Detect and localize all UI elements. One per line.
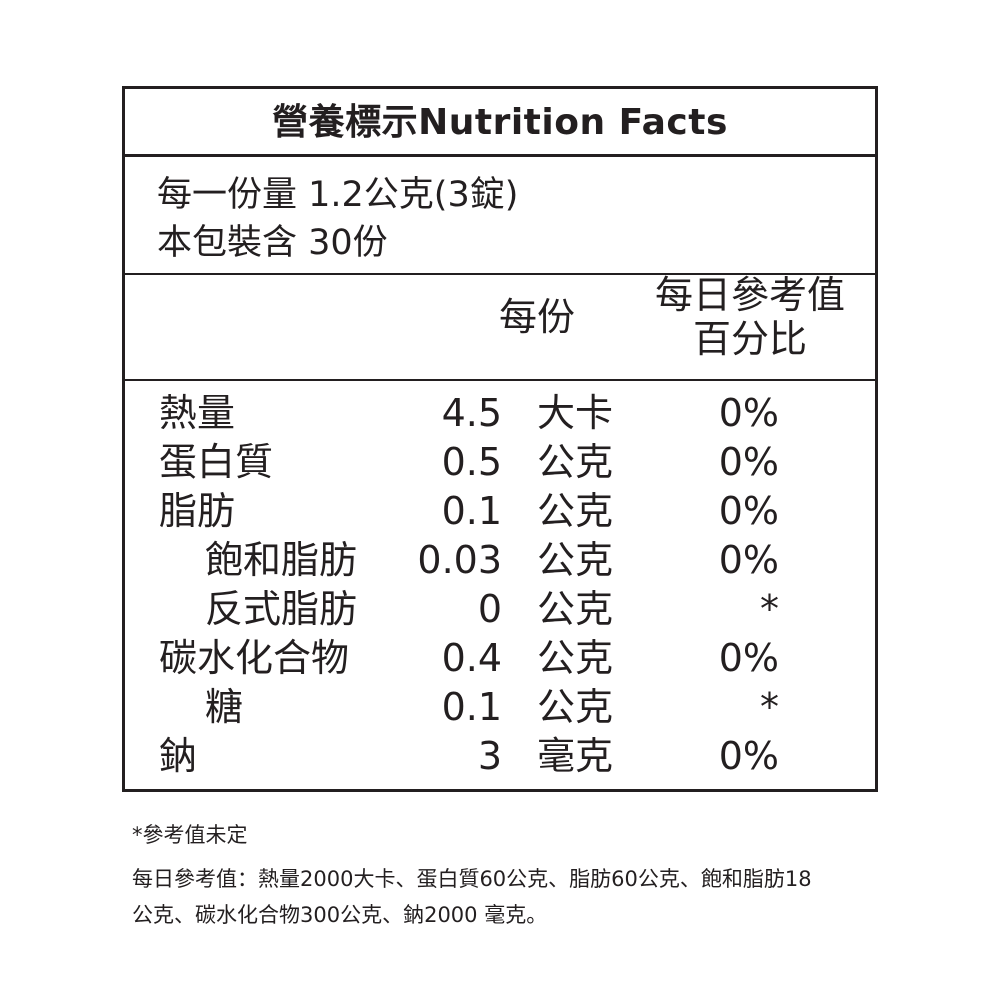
serving-size: 每一份量 1.2公克(3錠) [157,175,519,215]
nutrient-daily-value: 0% [718,391,779,435]
nutrient-unit: 公克 [537,587,614,631]
nutrient-row: 飽和脂肪 0.03 公克 0% [125,536,875,584]
daily-value-header: 每日參考值 百分比 [635,273,865,361]
undetermined-note: *參考值未定 [132,823,248,847]
nutrient-row: 脂肪 0.1 公克 0% [125,487,875,535]
nutrient-name: 鈉 [159,734,198,778]
serving-info: 每一份量 1.2公克(3錠) 本包裝含 30份 [125,157,875,275]
nutrient-row: 糖 0.1 公克 * [125,683,875,731]
nutrient-unit: 公克 [537,538,614,582]
nutrient-name: 脂肪 [159,489,236,533]
per-serving-header: 每份 [498,295,575,339]
nutrient-daily-value: 0% [718,636,779,680]
nutrient-amount: 0 [477,587,502,631]
nutrient-row: 鈉 3 毫克 0% [125,732,875,780]
nutrient-daily-value: * [760,685,779,729]
daily-value-header-line2: 百分比 [692,317,807,361]
nutrient-amount: 0.5 [441,440,502,484]
nutrient-row: 熱量 4.5 大卡 0% [125,389,875,437]
nutrient-amount: 0.03 [417,538,502,582]
nutrient-name: 蛋白質 [159,440,274,484]
nutrient-daily-value: 0% [718,489,779,533]
daily-value-header-line1: 每日參考值 [654,273,845,317]
daily-reference-note-line1: 每日參考值：熱量2000大卡、蛋白質60公克、脂肪60公克、飽和脂肪18 [132,867,812,891]
nutrient-amount: 4.5 [441,391,502,435]
column-headers: 每份 每日參考值 百分比 [125,273,875,381]
nutrient-daily-value: * [760,587,779,631]
nutrient-row: 碳水化合物 0.4 公克 0% [125,634,875,682]
nutrient-amount: 0.4 [441,636,502,680]
nutrient-unit: 大卡 [537,391,614,435]
nutrient-row: 反式脂肪 0 公克 * [125,585,875,633]
nutrient-amount: 0.1 [441,489,502,533]
nutrient-daily-value: 0% [718,440,779,484]
nutrient-row: 蛋白質 0.5 公克 0% [125,438,875,486]
nutrient-unit: 公克 [537,489,614,533]
nutrient-name: 碳水化合物 [159,636,350,680]
nutrient-name: 熱量 [159,391,236,435]
nutrient-amount: 0.1 [441,685,502,729]
daily-reference-note-line2: 公克、碳水化合物300公克、鈉2000 毫克。 [132,903,548,927]
nutrient-name: 糖 [205,685,244,729]
nutrient-amount: 3 [477,734,502,778]
nutrient-unit: 公克 [537,685,614,729]
nutrient-unit: 公克 [537,636,614,680]
nutrient-unit: 公克 [537,440,614,484]
nutrient-name: 飽和脂肪 [205,538,358,582]
nutrition-title: 營養標示Nutrition Facts [125,89,875,157]
nutrient-name: 反式脂肪 [205,587,358,631]
nutrient-daily-value: 0% [718,734,779,778]
nutrient-unit: 毫克 [537,734,614,778]
nutrition-facts-panel: 營養標示Nutrition Facts 每一份量 1.2公克(3錠) 本包裝含 … [122,86,878,792]
nutrient-daily-value: 0% [718,538,779,582]
servings-per-package: 本包裝含 30份 [157,223,388,263]
